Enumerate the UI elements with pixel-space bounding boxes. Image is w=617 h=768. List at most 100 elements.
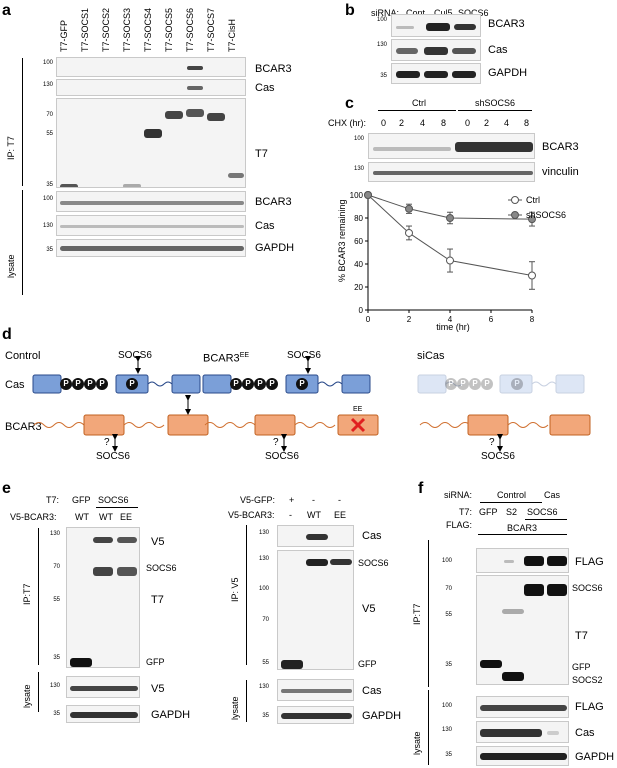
mw-marker: 55: [262, 660, 269, 666]
phospho-site: P: [72, 378, 84, 390]
socs6-label: SOCS6: [481, 451, 515, 462]
panel-d-letter: d: [2, 326, 12, 343]
blot-a-cas-lysate: [56, 215, 246, 236]
panel-b-lane: Cont: [406, 8, 426, 18]
e-right-gfp-value: +: [289, 495, 295, 505]
phospho-site: P: [60, 378, 72, 390]
annotation-socs6: SOCS6: [572, 583, 603, 593]
mw-marker: 130: [42, 82, 53, 88]
f-flag-value: BCAR3: [507, 523, 538, 533]
f-sirna-value: Control: [497, 490, 527, 500]
mw-marker: 100: [42, 196, 53, 202]
panel-b-sirna-label: siRNA:: [371, 8, 400, 18]
socs6-label: SOCS6: [287, 350, 321, 361]
blot-label-gapdh: GAPDH: [488, 67, 528, 79]
blot-f-flag-lysate: [476, 696, 569, 718]
panel-e-letter: e: [2, 480, 11, 497]
cas-domain: [32, 374, 62, 394]
f-lysate-label: lysate: [412, 731, 422, 755]
blot-label-flag: FLAG: [575, 556, 604, 568]
blot-label-bcar3: BCAR3: [255, 63, 292, 75]
x-tick-label: 8: [530, 315, 535, 324]
data-point: [405, 204, 413, 213]
mw-marker: 35: [53, 655, 60, 661]
mw-marker: 130: [376, 42, 387, 48]
phospho-site: P: [126, 378, 138, 390]
panel-c-time-label: 2: [399, 118, 405, 128]
phospho-site: P: [469, 378, 481, 390]
panel-c-letter: c: [345, 95, 354, 112]
panel-c-time-label: 8: [441, 118, 447, 128]
f-t7-value: GFP: [479, 507, 498, 517]
blot-b-bcar3: [391, 14, 481, 37]
blot-label-cas: Cas: [488, 44, 508, 56]
blot-label-v5: V5: [362, 603, 376, 615]
blot-label-bcar3: BCAR3: [542, 141, 579, 153]
blot-label-cas: Cas: [255, 220, 275, 232]
phospho-site: P: [254, 378, 266, 390]
series-line-1: [367, 194, 533, 220]
y-tick-label: 100: [350, 191, 364, 200]
mw-marker: 55: [46, 131, 53, 137]
bcar3-domain: [467, 414, 509, 436]
bcar3-domain: [549, 414, 591, 436]
legend-marker: [511, 196, 519, 204]
f-sirna-value: Cas: [544, 490, 561, 500]
panel-c-group-ctrl: Ctrl: [412, 98, 426, 108]
mw-marker: 35: [53, 711, 60, 717]
mw-marker: 55: [53, 597, 60, 603]
blot-label-bcar3: BCAR3: [488, 18, 525, 30]
phospho-site: P: [96, 378, 108, 390]
blot-label-vinculin: vinculin: [542, 166, 579, 178]
annotation-socs6: SOCS6: [146, 563, 177, 573]
panel-c-time-label: 2: [484, 118, 490, 128]
blot-f-t7-ip: [476, 575, 569, 685]
series-line-0: [367, 194, 533, 276]
socs6-label: SOCS6: [96, 451, 130, 462]
lysate-bracket: [38, 672, 39, 712]
blot-label-cas: Cas: [362, 530, 382, 542]
y-tick-label: 40: [354, 260, 363, 269]
e-right-bcar3-label: V5-BCAR3:: [228, 510, 275, 520]
panel-c-chx-label: CHX (hr):: [328, 118, 366, 128]
cas-domain: [202, 374, 232, 394]
data-point: [446, 256, 454, 265]
chart-c-legend-shsocs6: shSOCS6: [526, 210, 567, 220]
blot-label-t7: T7: [255, 148, 268, 160]
mw-marker: 35: [445, 752, 452, 758]
group-line: [378, 110, 456, 111]
panel-b-lane: Cul5: [434, 8, 453, 18]
panel-c-group-shsocs6: shSOCS6: [474, 98, 516, 108]
mw-marker: 35: [445, 662, 452, 668]
blot-label-cas: Cas: [255, 82, 275, 94]
blot-e-right-gapdh: [277, 706, 354, 724]
question-mark: ?: [104, 437, 110, 448]
blot-label-cas: Cas: [575, 727, 595, 739]
blot-label-t7: T7: [575, 630, 588, 642]
annotation-socs6: SOCS6: [358, 558, 389, 568]
e-left-v5-label: V5-BCAR3:: [10, 512, 57, 522]
bcar3-domain: [167, 414, 209, 436]
panel-a-letter: a: [2, 2, 11, 19]
blot-label-v5: V5: [151, 683, 165, 695]
phospho-site: P: [242, 378, 254, 390]
data-point: [528, 215, 536, 224]
annotation-socs2: SOCS2: [572, 675, 603, 685]
e-left-v5-value: WT: [99, 512, 113, 522]
e-right-gfp-label: V5-GFP:: [240, 495, 276, 505]
ee-tag: EE: [353, 406, 363, 413]
bcar3-domain: [254, 414, 296, 436]
mw-marker: 130: [441, 727, 452, 733]
e-right-gfp-value: -: [338, 495, 341, 505]
annotation-gfp: GFP: [146, 657, 165, 667]
group-line: [458, 110, 532, 111]
data-point: [405, 228, 413, 237]
blot-f-flag-ip: [476, 548, 569, 573]
socs6-label: SOCS6: [118, 350, 152, 361]
e-left-ip-label: IP:T7: [22, 583, 32, 605]
mw-marker: 70: [53, 564, 60, 570]
e-left-t7-value: SOCS6: [98, 495, 129, 505]
group-line: [478, 534, 567, 535]
mw-marker: 35: [380, 73, 387, 79]
blot-c-bcar3: [368, 133, 535, 159]
